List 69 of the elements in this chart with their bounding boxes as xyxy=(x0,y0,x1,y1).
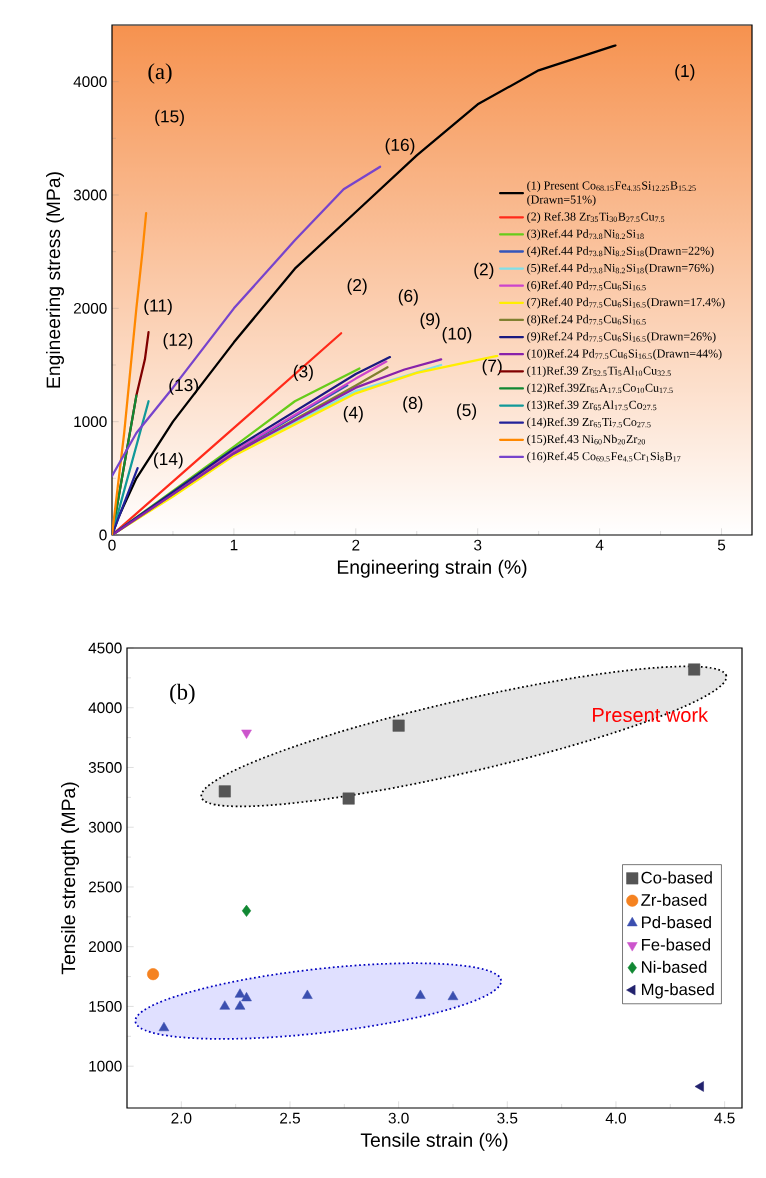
annotation: (b) xyxy=(170,683,195,705)
legend-label: (14)Ref.39 Zr$_{65}$Ti$_{7.5}$Co$_{27.5}$ xyxy=(527,417,651,429)
legend-label: (2) Ref.38 Zr$_{35}$Ti$_{30}$B$_{27.5}$Cu$_{7.5}$ xyxy=(527,212,665,224)
legend-label: Mg-based xyxy=(642,983,714,999)
x-axis-title: Tensile strain (%) xyxy=(360,1132,508,1151)
y-tick-label: 0 xyxy=(99,529,107,541)
y-tick-label: 1000 xyxy=(89,1060,122,1072)
annotation: (3) xyxy=(293,364,313,381)
annotation: (2) xyxy=(474,262,494,279)
x-tick-label: 4.0 xyxy=(605,1112,627,1124)
y-tick-label: 2000 xyxy=(88,941,122,953)
y-tick-label: 2000 xyxy=(73,302,107,314)
x-tick-label: 3 xyxy=(474,539,482,551)
legend-label: (9)Ref.24 Pd$_{77.5}$Cu$_{6}$Si$_{16.5}$(Drawn=26%) xyxy=(527,331,716,343)
annotation: (11) xyxy=(144,298,172,316)
annotation: (10) xyxy=(442,327,472,344)
legend-label: (11)Ref.39 Zr$_{52.5}$Ti$_{5}$Al$_{10}$Cu$_{32.5}$ xyxy=(527,366,671,378)
text: (1) Present Co$_{68.15}$Fe$_{4.35}$Si$_{12.25}$B$_{15.25}$ (Drawn=51%) xyxy=(527,181,696,206)
y-axis-title: Engineering stress (MPa) xyxy=(46,172,65,388)
legend-label: (15)Ref.43 Ni$_{60}$Nb$_{20}$Zr$_{20}$ xyxy=(527,434,646,446)
legend-label: Co-based xyxy=(641,871,712,884)
x-axis-title: Engineering strain (%) xyxy=(337,559,527,578)
annotation: (5) xyxy=(457,403,477,420)
annotation: (16) xyxy=(385,138,415,155)
y-tick-label: 4500 xyxy=(88,642,122,654)
y-tick-label: 4000 xyxy=(88,702,122,714)
text: (16)Ref.45 Co$_{69.5}$Fe$_{4.5}$Cr$_{1}$Si$_{8}$B$_{17}$ xyxy=(527,451,681,463)
annotation: (14) xyxy=(153,452,183,469)
y-tick-label: 1000 xyxy=(74,416,107,428)
annotation: (8) xyxy=(403,396,423,413)
legend-label: Ni-based xyxy=(642,960,707,973)
y-tick-label: 1500 xyxy=(89,1001,122,1012)
annotation: (2) xyxy=(347,278,367,295)
annotation: (12) xyxy=(163,333,193,350)
x-tick-label: 2.5 xyxy=(280,1112,300,1124)
annotation: (15) xyxy=(155,109,184,126)
y-tick-label: 4000 xyxy=(73,76,107,88)
x-tick-label: 4 xyxy=(595,539,604,551)
legend-label: Pd-based xyxy=(642,915,711,929)
x-tick-label: 2 xyxy=(352,539,360,551)
annotation: (6) xyxy=(398,289,418,306)
annotation: (1) xyxy=(675,64,695,81)
x-tick-label: 3.0 xyxy=(388,1112,409,1124)
x-tick-label: 5 xyxy=(717,539,726,551)
x-tick-label: 1 xyxy=(230,539,238,551)
x-tick-label: 3.5 xyxy=(497,1112,518,1124)
legend-label: (8)Ref.24 Pd$_{77.5}$Cu$_{6}$Si$_{16.5}$ xyxy=(527,314,646,326)
annotation: Present work xyxy=(593,707,709,723)
legend-label: (10)Ref.24 Pd$_{77.5}$Cu$_{6}$Si$_{16.5}$(Drawn=44%) xyxy=(527,348,722,360)
legend-label: (5)Ref.44 Pd$_{73.8}$Ni$_{8.2}$Si$_{18}$(Drawn=76%) xyxy=(527,263,714,275)
legend-label: (6)Ref.40 Pd$_{77.5}$Cu$_{6}$Si$_{16.5}$ xyxy=(527,280,646,292)
y-tick-label: 3000 xyxy=(88,821,122,833)
annotation: (7) xyxy=(482,359,502,376)
y-axis-title: Tensile strength (MPa) xyxy=(61,782,80,975)
y-tick-label: 3000 xyxy=(73,189,107,201)
legend-label: Zr-based xyxy=(641,893,707,906)
annotation: (4) xyxy=(343,406,363,423)
y-tick-label: 3500 xyxy=(88,762,122,773)
legend-label: (3)Ref.44 Pd$_{73.8}$Ni$_{8.2}$Si$_{18}$ xyxy=(527,229,644,241)
legend-label: (13)Ref.39 Zr$_{65}$Al$_{17.5}$Co$_{27.5}$ xyxy=(527,400,657,412)
y-tick-label: 2500 xyxy=(88,881,122,893)
legend-label: (12)Ref.39Zr$_{65}$A$_{17.5}$Co$_{10}$Cu$_{17.5}$ xyxy=(527,383,673,395)
legend-label: Fe-based xyxy=(642,938,710,951)
annotation: (a) xyxy=(148,63,172,84)
legend-label: (4)Ref.44 Pd$_{73.8}$Ni$_{8.2}$Si$_{18}$(Drawn=22%) xyxy=(527,246,714,258)
annotation: (9) xyxy=(420,312,440,329)
x-tick-label: 2.0 xyxy=(171,1112,192,1124)
x-tick-label: 4.5 xyxy=(714,1112,735,1124)
legend-label: (7)Ref.40 Pd$_{77.5}$Cu$_{6}$Si$_{16.5}$(Drawn=17.4%) xyxy=(527,297,725,309)
